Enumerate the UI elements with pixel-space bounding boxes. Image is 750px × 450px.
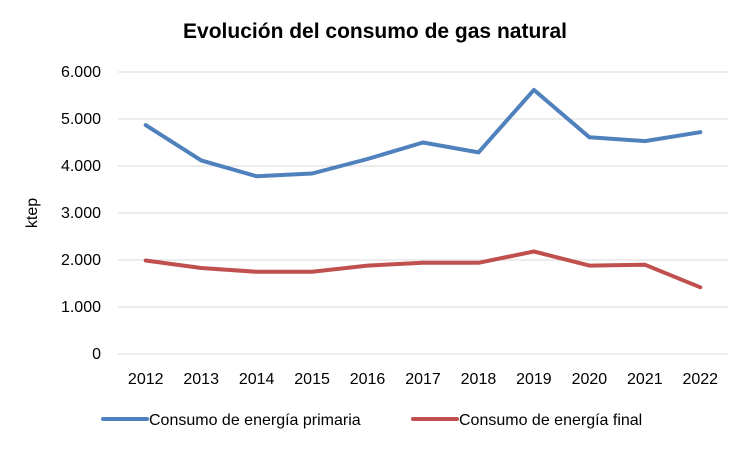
x-tick-label: 2013 bbox=[183, 371, 219, 388]
x-tick-label: 2018 bbox=[461, 371, 497, 388]
x-tick-label: 2016 bbox=[350, 371, 386, 388]
y-axis-ticks: 0 1.000 2.000 3.000 4.000 5.000 6.000 bbox=[61, 64, 101, 363]
x-tick-label: 2020 bbox=[572, 371, 608, 388]
y-axis-label: ktep bbox=[24, 198, 41, 228]
y-tick-label: 4.000 bbox=[61, 158, 101, 175]
x-tick-label: 2012 bbox=[128, 371, 164, 388]
x-tick-label: 2021 bbox=[627, 371, 663, 388]
x-tick-label: 2019 bbox=[516, 371, 552, 388]
x-tick-label: 2022 bbox=[682, 371, 718, 388]
x-tick-label: 2015 bbox=[294, 371, 330, 388]
gridlines bbox=[118, 71, 728, 355]
legend: Consumo de energía primaria Consumo de en… bbox=[101, 412, 642, 429]
series-line-2 bbox=[143, 249, 703, 290]
series-lines bbox=[143, 87, 703, 290]
x-axis-ticks: 2012 2013 2014 2015 2016 2017 2018 2019 2020 2021… bbox=[128, 371, 718, 388]
series-line-1 bbox=[143, 87, 703, 179]
legend-label-2: Consumo de energía final bbox=[459, 412, 642, 429]
x-tick-label: 2014 bbox=[239, 371, 275, 388]
x-tick-label: 2017 bbox=[405, 371, 441, 388]
y-tick-label: 1.000 bbox=[61, 299, 101, 316]
chart-title: Evolución del consumo de gas natural bbox=[183, 20, 567, 43]
y-tick-label: 3.000 bbox=[61, 205, 101, 222]
y-tick-label: 2.000 bbox=[61, 252, 101, 269]
legend-label-1: Consumo de energía primaria bbox=[149, 412, 361, 429]
y-tick-label: 5.000 bbox=[61, 111, 101, 128]
y-tick-label: 6.000 bbox=[61, 64, 101, 81]
y-tick-label: 0 bbox=[92, 346, 101, 363]
